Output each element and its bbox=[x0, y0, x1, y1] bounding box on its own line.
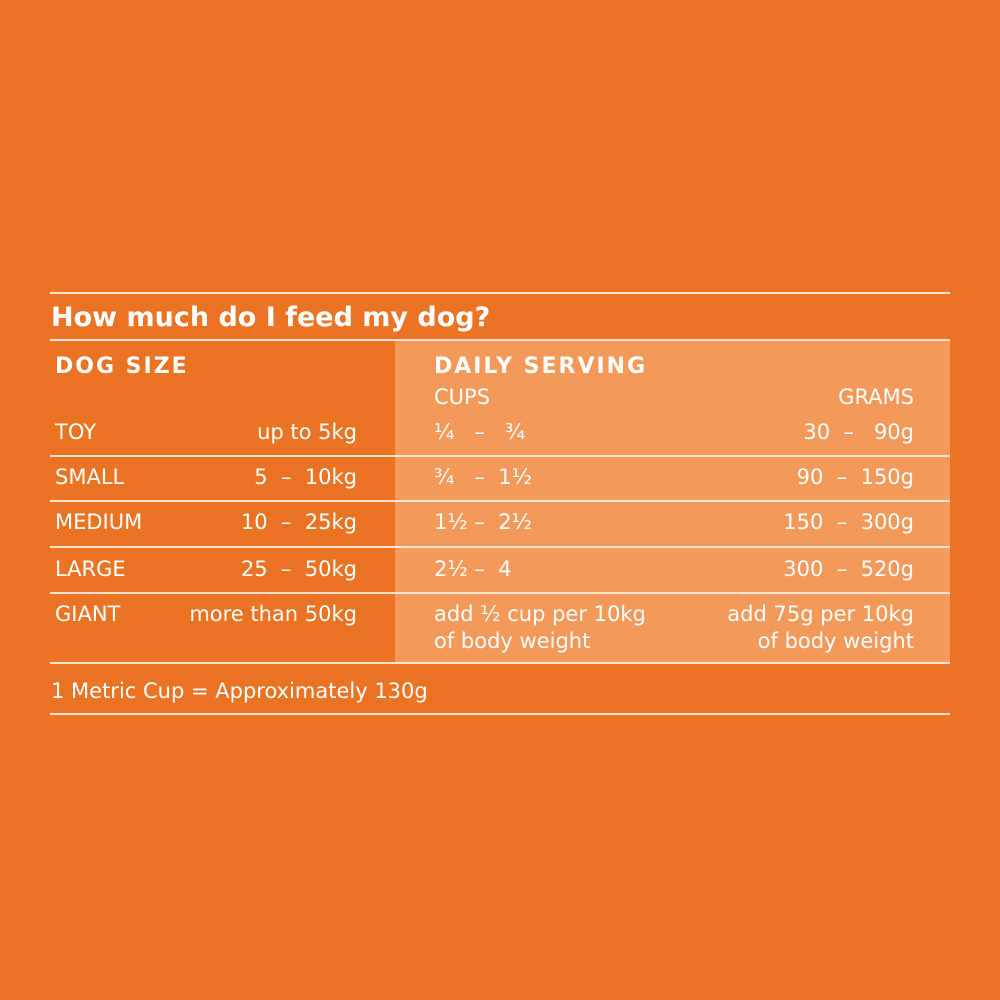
rule bbox=[50, 292, 950, 294]
rule bbox=[50, 662, 950, 664]
cups: ¼ – ¾ bbox=[434, 420, 526, 444]
subheader: CUPS bbox=[434, 385, 491, 409]
dog-size: SMALL bbox=[55, 465, 125, 489]
dog-size: LARGE bbox=[55, 557, 126, 581]
weight: more than 50kg bbox=[189, 602, 357, 626]
cups: add ½ cup per 10kg of body weight bbox=[434, 602, 646, 653]
cups: 2½ – 4 bbox=[434, 557, 512, 581]
grams: 30 – 90g bbox=[803, 420, 914, 444]
grams: 90 – 150g bbox=[796, 465, 914, 489]
dog-size: TOY bbox=[55, 420, 97, 444]
footnote: 1 Metric Cup = Approximately 130g bbox=[51, 679, 428, 703]
weight: 10 – 25kg bbox=[240, 510, 357, 534]
serving-panel bbox=[395, 341, 950, 663]
grams: 150 – 300g bbox=[783, 510, 914, 534]
grams: add 75g per 10kg of body weight bbox=[727, 602, 914, 653]
cups: ¾ – 1½ bbox=[434, 465, 532, 489]
header: DOG SIZE bbox=[55, 354, 189, 379]
rule bbox=[50, 546, 950, 548]
title: How much do I feed my dog? bbox=[51, 302, 491, 333]
header: DAILY SERVING bbox=[434, 354, 648, 379]
subheader: GRAMS bbox=[838, 385, 914, 409]
rule bbox=[50, 713, 950, 715]
cups: 1½ – 2½ bbox=[434, 510, 532, 534]
dog-size: GIANT bbox=[55, 602, 121, 626]
grams: 300 – 520g bbox=[783, 557, 914, 581]
rule bbox=[50, 339, 950, 341]
weight: 25 – 50kg bbox=[240, 557, 357, 581]
rule bbox=[50, 500, 950, 502]
rule bbox=[50, 592, 950, 594]
rule bbox=[50, 455, 950, 457]
weight: up to 5kg bbox=[257, 420, 357, 444]
weight: 5 – 10kg bbox=[254, 465, 357, 489]
dog-size: MEDIUM bbox=[55, 510, 143, 534]
